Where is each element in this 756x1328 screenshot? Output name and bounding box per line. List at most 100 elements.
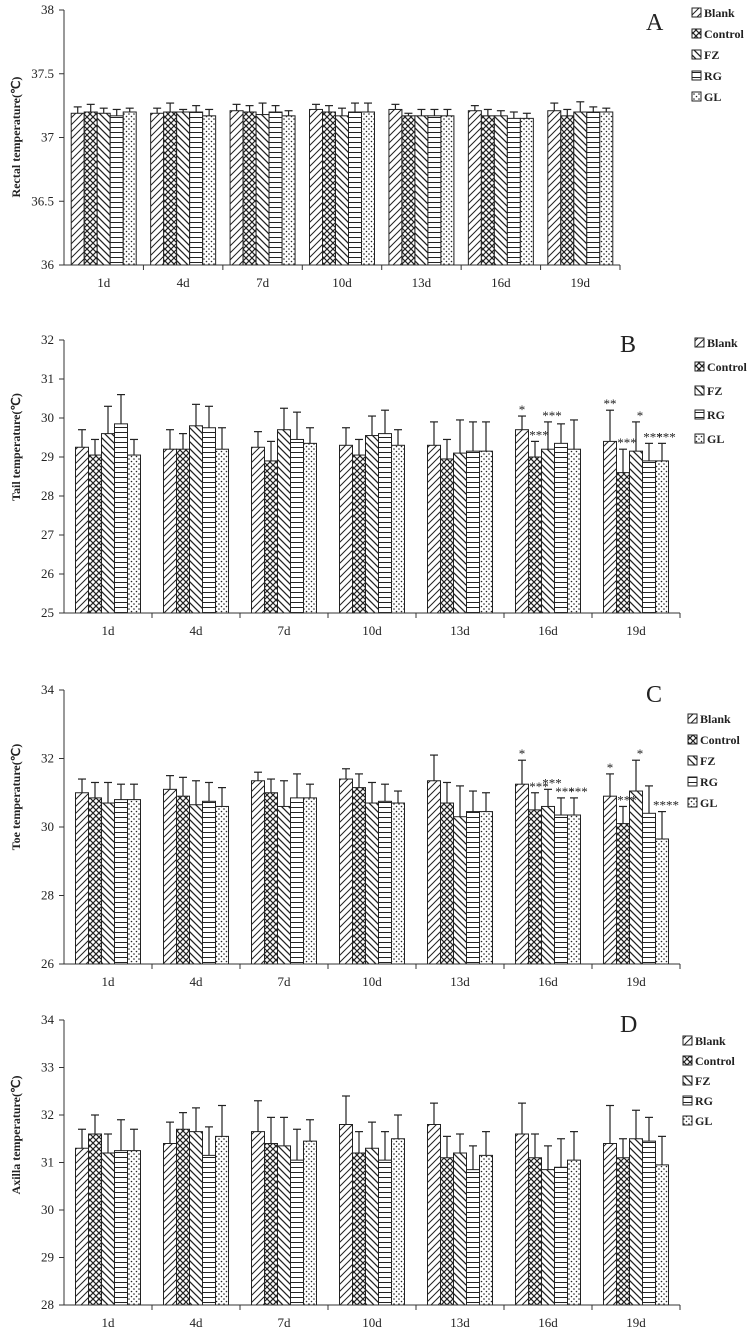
y-tick-label: 28 xyxy=(41,1297,54,1312)
bar-blank-13d xyxy=(388,108,403,266)
legend-label-gl: GL xyxy=(695,1114,712,1128)
legend-label-control: Control xyxy=(707,360,747,374)
bar-rg-4d xyxy=(202,427,216,614)
bar-gl-19d xyxy=(655,1164,669,1306)
bar-rg-16d xyxy=(554,814,568,965)
panel-letter: A xyxy=(646,10,664,36)
y-tick-label: 34 xyxy=(41,1012,55,1027)
y-tick-label: 30 xyxy=(41,410,54,425)
bar-fz-19d xyxy=(573,111,588,266)
bar-fz-10d xyxy=(365,802,379,965)
bar-gl-13d xyxy=(440,115,455,266)
legend-label-fz: FZ xyxy=(695,1074,710,1088)
x-category-label: 1d xyxy=(97,275,111,290)
bar-control-16d xyxy=(480,115,495,266)
bar-gl-13d xyxy=(479,450,493,614)
bar-rg-19d xyxy=(586,111,601,266)
x-category-label: 1d xyxy=(102,974,116,989)
bar-blank-16d xyxy=(515,1133,529,1306)
panel-a: Rectal temperature(℃) A 36 36.5 37 37.5 38 1… xyxy=(9,2,744,290)
significance-annotations: ******************* xyxy=(519,396,676,450)
legend-swatch-control xyxy=(682,1055,693,1066)
legend-label-blank: Blank xyxy=(704,6,735,20)
legend-label-blank: Blank xyxy=(695,1034,726,1048)
x-category-label: 1d xyxy=(102,1315,116,1328)
x-category-label: 7d xyxy=(278,974,292,989)
bar-control-7d xyxy=(264,1143,278,1306)
bar-gl-1d xyxy=(122,111,137,266)
bar-fz-1d xyxy=(96,112,111,266)
legend-label-fz: FZ xyxy=(707,384,722,398)
bar-control-16d xyxy=(528,1157,542,1306)
bar-blank-13d xyxy=(427,1124,441,1306)
bar-control-10d xyxy=(352,454,366,614)
bar-gl-1d xyxy=(127,799,141,965)
y-tick-label: 32 xyxy=(41,332,54,347)
x-category-label: 4d xyxy=(190,1315,204,1328)
bar-control-16d xyxy=(528,456,542,614)
x-category-label: 16d xyxy=(538,623,558,638)
bar-fz-4d xyxy=(189,804,203,965)
significance-mark: *** xyxy=(617,435,637,450)
bar-fz-10d xyxy=(365,1147,379,1306)
significance-mark: * xyxy=(519,402,526,417)
legend-label-control: Control xyxy=(704,27,744,41)
axes xyxy=(63,1020,681,1310)
x-category-label: 4d xyxy=(190,974,204,989)
bar-control-19d xyxy=(616,1157,630,1306)
y-axis-label: Toe temperature(℃) xyxy=(9,744,23,850)
significance-mark: ** xyxy=(604,396,617,411)
bar-fz-19d xyxy=(629,450,643,614)
bar-rg-1d xyxy=(109,115,124,266)
significance-mark: *** xyxy=(529,779,549,794)
bar-rg-1d xyxy=(114,1150,128,1306)
bar-fz-1d xyxy=(101,802,115,965)
legend: Blank Control FZ RG GL xyxy=(691,6,744,104)
bar-rg-4d xyxy=(202,1154,216,1306)
bar-fz-19d xyxy=(629,1138,643,1306)
x-category-label: 10d xyxy=(362,1315,382,1328)
bar-gl-7d xyxy=(303,797,317,965)
x-category-label: 19d xyxy=(626,1315,646,1328)
y-tick-label: 32 xyxy=(41,1107,54,1122)
bar-rg-10d xyxy=(378,1159,392,1306)
bar-blank-4d xyxy=(163,1143,177,1306)
x-category-label: 7d xyxy=(256,275,270,290)
bar-gl-1d xyxy=(127,1150,141,1306)
y-ticks: 25 26 27 28 29 30 31 32 xyxy=(41,332,64,620)
bar-fz-13d xyxy=(414,115,429,266)
x-category-label: 19d xyxy=(571,275,591,290)
bar-control-1d xyxy=(88,797,102,965)
bar-control-10d xyxy=(322,111,336,266)
legend-label-control: Control xyxy=(695,1054,735,1068)
bar-blank-7d xyxy=(251,446,265,614)
x-category-label: 13d xyxy=(450,623,470,638)
panel-b: Tail temperature(℃) B 25 26 27 28 29 30 31 32 1… xyxy=(9,332,747,638)
legend-swatch-gl xyxy=(682,1115,693,1126)
bar-rg-19d xyxy=(642,1140,656,1306)
significance-mark: * xyxy=(519,746,526,761)
bar-gl-1d xyxy=(127,454,141,614)
y-axis-label: Rectal temperature(℃) xyxy=(9,77,23,198)
bar-gl-16d xyxy=(519,117,534,266)
bar-control-4d xyxy=(176,1128,190,1306)
bar-rg-10d xyxy=(378,800,392,965)
bar-control-7d xyxy=(242,111,257,266)
x-category-label: 19d xyxy=(626,974,646,989)
y-tick-label: 26 xyxy=(41,956,55,971)
bar-rg-19d xyxy=(642,812,656,965)
legend-swatch-gl xyxy=(687,797,698,808)
legend-swatch-gl xyxy=(691,91,702,102)
x-category-label: 4d xyxy=(177,275,191,290)
panel-d: Axilla temperature(℃) D 28 29 30 31 32 33 34 1… xyxy=(9,1012,735,1328)
legend: Blank Control FZ RG GL xyxy=(687,712,740,810)
bar-control-4d xyxy=(176,795,190,965)
y-tick-label: 31 xyxy=(41,371,54,386)
panel-letter: D xyxy=(620,1012,637,1038)
bar-rg-13d xyxy=(466,450,480,614)
x-category-label: 1d xyxy=(102,623,116,638)
bar-blank-16d xyxy=(515,783,529,965)
bar-control-13d xyxy=(440,1157,454,1306)
x-category-label: 13d xyxy=(450,974,470,989)
bar-blank-13d xyxy=(427,444,441,614)
